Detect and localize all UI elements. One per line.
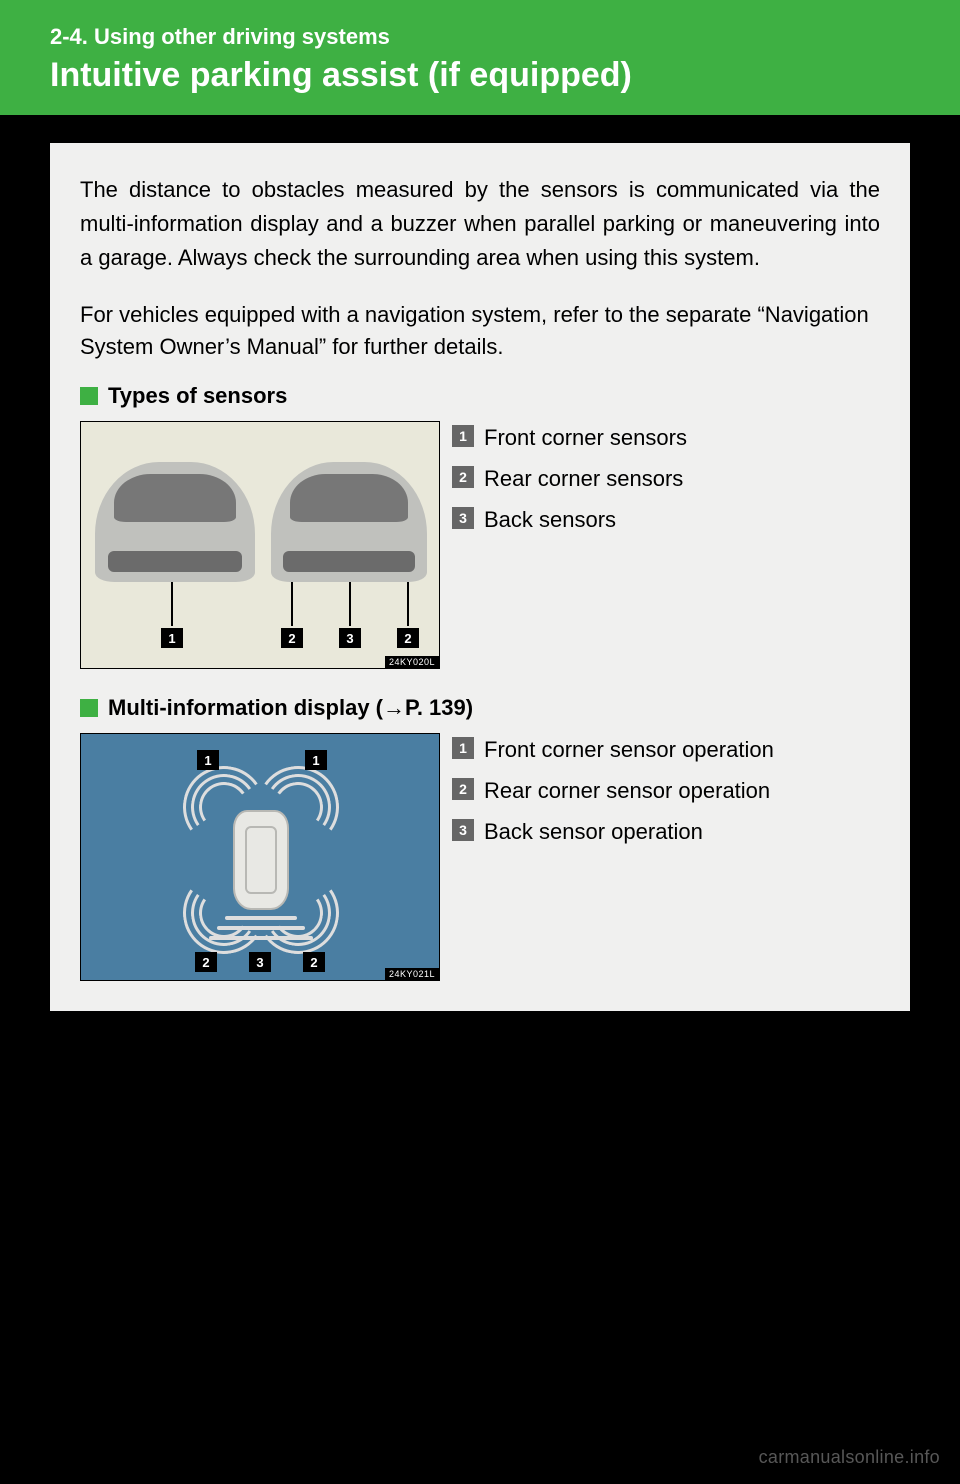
watermark-text: carmanualsonline.info	[759, 1447, 940, 1468]
figure-sensor-locations: 24KY020L	[80, 421, 440, 669]
callout-pointer	[407, 582, 409, 626]
callout-badge: 1	[305, 750, 327, 770]
number-badge-icon: 3	[452, 507, 474, 529]
content-panel: The distance to obstacles measured by th…	[50, 143, 910, 1011]
section-types-of-sensors: 24KY020L 1 Front corner sensors 2 Rear corn…	[80, 421, 880, 669]
callout-badge: 2	[303, 952, 325, 972]
number-badge-icon: 1	[452, 425, 474, 447]
callout-badge: 2	[195, 952, 217, 972]
list-item: 2 Rear corner sensor operation	[452, 774, 880, 807]
callout-pointer	[349, 582, 351, 626]
page-title: Intuitive parking assist (if equipped)	[50, 56, 910, 95]
nav-system-note: For vehicles equipped with a navigation …	[80, 299, 880, 363]
back-bar-icon	[225, 916, 297, 920]
back-bar-icon	[209, 936, 313, 940]
bullet-square-icon	[80, 387, 98, 405]
list-item: 3 Back sensor operation	[452, 815, 880, 848]
number-badge-icon: 3	[452, 819, 474, 841]
list-item-text: Back sensor operation	[484, 815, 880, 848]
subhead-label: Types of sensors	[108, 383, 287, 409]
page-header: 2-4. Using other driving systems Intuiti…	[0, 0, 960, 115]
list-item-text: Rear corner sensor operation	[484, 774, 880, 807]
back-bar-icon	[217, 926, 305, 930]
display-car-icon	[233, 810, 289, 910]
callout-badge: 1	[197, 750, 219, 770]
list-item: 1 Front corner sensor operation	[452, 733, 880, 766]
car-rear-illustration	[271, 462, 427, 582]
list-item: 3 Back sensors	[452, 503, 880, 536]
section-multi-info-display: 1 1 2 3 2 24KY021L 1 Front corner sensor oper…	[80, 733, 880, 981]
figure-code: 24KY020L	[385, 656, 439, 668]
sensor-type-list: 1 Front corner sensors 2 Rear corner sensor…	[452, 421, 880, 669]
list-item: 2 Rear corner sensors	[452, 462, 880, 495]
list-item-text: Rear corner sensors	[484, 462, 880, 495]
car-front-illustration	[95, 462, 255, 582]
callout-pointer	[291, 582, 293, 626]
list-item-text: Front corner sensor operation	[484, 733, 880, 766]
list-item: 1 Front corner sensors	[452, 421, 880, 454]
list-item-text: Back sensors	[484, 503, 880, 536]
callout-badge: 3	[249, 952, 271, 972]
subhead-multi-info-display: Multi-information display (→P. 139)	[80, 695, 880, 721]
list-item-text: Front corner sensors	[484, 421, 880, 454]
subhead-label: Multi-information display (→P. 139)	[108, 695, 473, 721]
intro-text: The distance to obstacles measured by th…	[80, 173, 880, 275]
figure-code: 24KY021L	[385, 968, 439, 980]
number-badge-icon: 2	[452, 778, 474, 800]
figure-multi-info-display: 1 1 2 3 2 24KY021L	[80, 733, 440, 981]
display-operation-list: 1 Front corner sensor operation 2 Rear corn…	[452, 733, 880, 981]
callout-pointer	[171, 582, 173, 626]
subhead-types-of-sensors: Types of sensors	[80, 383, 880, 409]
chapter-label: 2-4. Using other driving systems	[50, 24, 910, 50]
number-badge-icon: 2	[452, 466, 474, 488]
number-badge-icon: 1	[452, 737, 474, 759]
bullet-square-icon	[80, 699, 98, 717]
